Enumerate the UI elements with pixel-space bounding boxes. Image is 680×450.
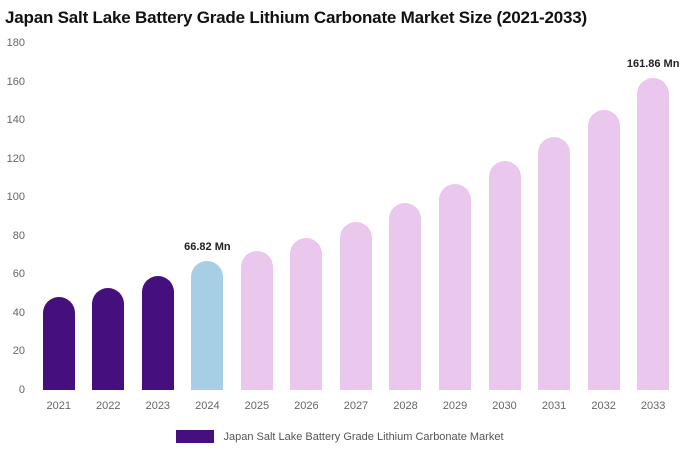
y-tick-label: 140 (6, 114, 25, 127)
bar-2027[interactable] (339, 222, 372, 390)
bar-2030[interactable] (488, 160, 521, 390)
bar-group: 2028 (381, 43, 431, 412)
x-tick-label: 2029 (442, 400, 468, 412)
x-tick-label: 2033 (640, 400, 666, 412)
bar-group: 2030 (480, 43, 530, 412)
bar-2032[interactable] (587, 110, 620, 390)
bar-group: 2023 (133, 43, 183, 412)
bar-2024[interactable] (191, 261, 224, 390)
y-tick-label: 180 (6, 37, 25, 49)
bar-2028[interactable] (389, 203, 422, 390)
chart-title: Japan Salt Lake Battery Grade Lithium Ca… (5, 8, 587, 27)
y-tick-label: 0 (18, 384, 25, 396)
x-tick-label: 2022 (96, 400, 121, 412)
bar-group: 66.82 Mn 2024 (183, 43, 233, 412)
bar-group: 2026 (282, 43, 332, 412)
bar-2025[interactable] (240, 251, 273, 390)
y-tick-label: 100 (6, 191, 25, 204)
bar-value-label: 66.82 Mn (184, 241, 231, 254)
legend: Japan Salt Lake Battery Grade Lithium Ca… (0, 430, 680, 443)
x-tick-label: 2023 (145, 400, 171, 412)
bars-container: 2021 2022 2023 66.82 Mn 2024 2025 2026 2027 2028… (34, 43, 680, 412)
x-tick-label: 2025 (244, 400, 270, 412)
bar-group: 2027 (331, 43, 381, 412)
bar-group: 161.86 Mn 2033 (626, 43, 680, 412)
bar-group: 2022 (84, 43, 134, 412)
x-tick-label: 2024 (195, 400, 220, 412)
bar-2026[interactable] (290, 237, 323, 390)
y-tick-label: 60 (12, 268, 25, 281)
bar-2023[interactable] (141, 276, 174, 390)
legend-label: Japan Salt Lake Battery Grade Lithium Ca… (223, 430, 504, 443)
bar-group: 2029 (430, 43, 480, 412)
bar-2033[interactable] (637, 77, 670, 390)
y-axis: 0 20 40 60 80 100 120 140 160 180 (0, 37, 28, 396)
bar-2029[interactable] (439, 183, 472, 390)
bar-group: 2031 (529, 43, 579, 412)
legend-swatch (176, 430, 215, 443)
bar-value-label: 161.86 Mn (626, 57, 680, 70)
x-tick-label: 2032 (591, 400, 616, 412)
y-tick-label: 160 (6, 75, 25, 88)
x-tick-label: 2026 (294, 400, 319, 412)
y-tick-label: 20 (12, 345, 25, 358)
bar-2021[interactable] (42, 297, 75, 390)
bar-group: 2021 (34, 43, 84, 412)
y-tick-label: 120 (6, 152, 25, 165)
y-tick-label: 40 (12, 306, 25, 319)
bar-group: 2032 (579, 43, 629, 412)
x-tick-label: 2027 (343, 400, 369, 412)
x-tick-label: 2028 (393, 400, 418, 412)
x-tick-label: 2031 (541, 400, 567, 412)
y-tick-label: 80 (12, 229, 25, 242)
x-tick-label: 2021 (46, 400, 71, 412)
bar-group: 2025 (232, 43, 282, 412)
bar-2031[interactable] (538, 137, 571, 390)
x-tick-label: 2030 (492, 400, 517, 412)
plot-area: 0 20 40 60 80 100 120 140 160 180 2021 2022 2023 66.… (0, 37, 680, 412)
bar-2022[interactable] (92, 287, 125, 390)
